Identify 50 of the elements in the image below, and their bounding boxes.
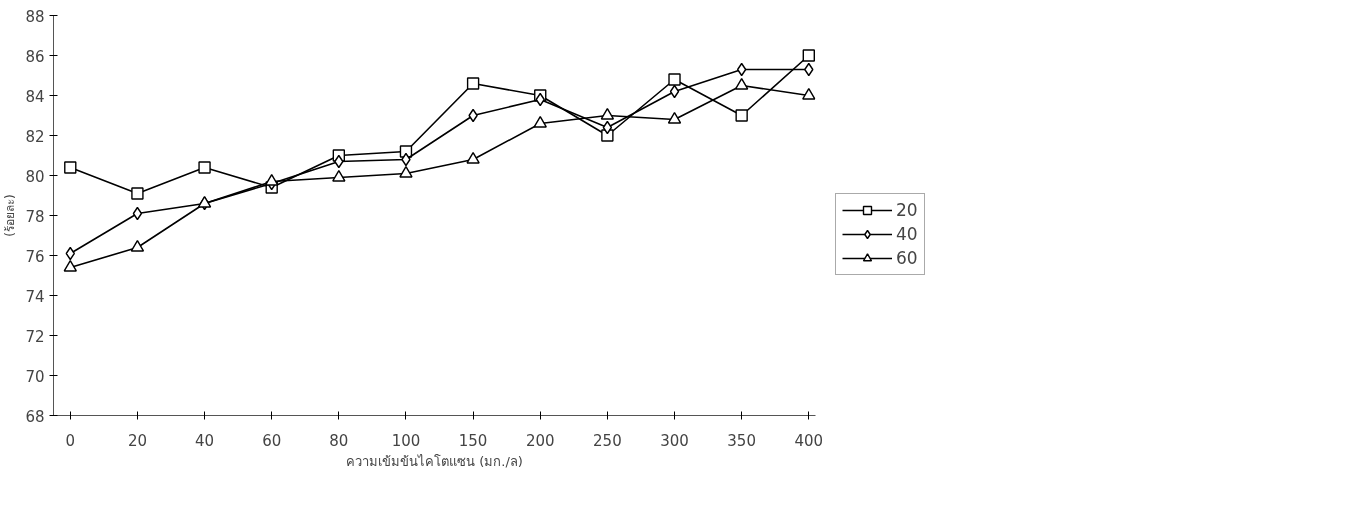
legend-label: 40 [896,224,918,244]
x-tick-label: 300 [660,431,689,450]
point [802,87,816,100]
x-tick-label: 40 [195,431,215,450]
point [802,49,815,62]
x-axis-title: ความเข้มข้นไคโตแซน (มก./ล) [346,453,523,469]
point [533,115,547,128]
point [130,239,145,252]
point [734,77,749,90]
y-tick-label: 72 [25,327,45,346]
x-tick-label: 150 [458,431,488,450]
y-tick-label: 88 [25,7,45,26]
y-tick-label: 82 [25,127,45,146]
point [264,173,279,186]
x-tick-label: 200 [525,431,555,450]
point [735,109,748,122]
x-tick-label: 60 [262,431,282,450]
legend-label: 20 [896,200,918,220]
point [132,206,143,221]
x-tick-label: 0 [65,431,76,450]
point [668,73,681,86]
y-tick-label: 78 [25,207,45,226]
y-tick-label: 84 [25,87,45,106]
point [600,107,615,120]
x-tick-label: 400 [794,431,824,450]
point [736,62,747,77]
point [399,165,413,178]
point [63,259,77,272]
y-tick-label: 76 [25,247,45,266]
x-tick-label: 100 [391,431,421,450]
point [332,169,346,182]
y-tick-label: 70 [25,367,45,386]
x-tick-label: 20 [127,431,147,450]
legend-label: 60 [896,248,918,268]
x-tick-label: 350 [727,431,756,450]
point [466,151,480,164]
point [602,120,613,135]
point [198,161,211,174]
point [667,111,682,124]
y-tick-label: 86 [25,47,45,66]
point [131,187,144,200]
point [64,161,77,174]
x-tick-label: 80 [329,431,349,450]
point [466,77,480,90]
x-tick-label: 250 [593,431,622,450]
y-tick-label: 80 [25,167,45,186]
y-tick-label: 74 [25,287,45,306]
y-axis-title: (ร้อยละ) [3,194,18,237]
point [669,84,680,99]
y-tick-label: 68 [25,407,45,426]
